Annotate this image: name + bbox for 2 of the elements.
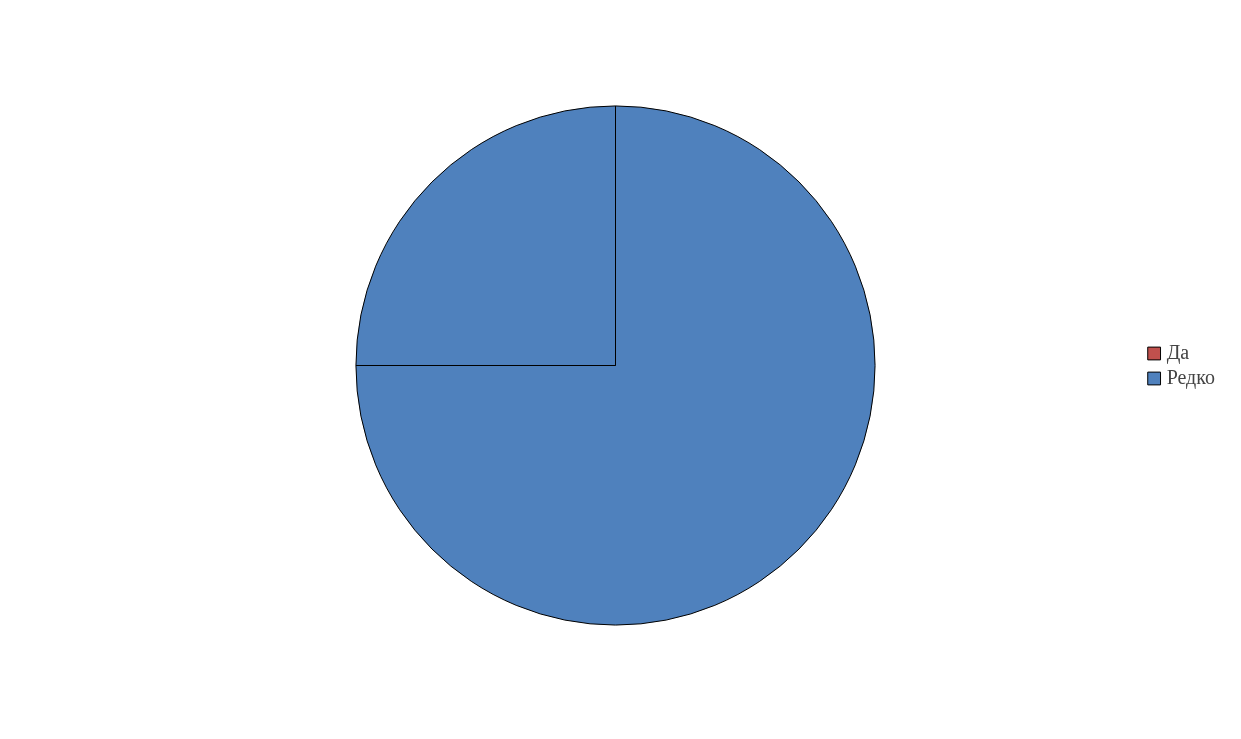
legend-label: Редко <box>1166 366 1215 389</box>
legend-label: Да <box>1166 341 1190 364</box>
